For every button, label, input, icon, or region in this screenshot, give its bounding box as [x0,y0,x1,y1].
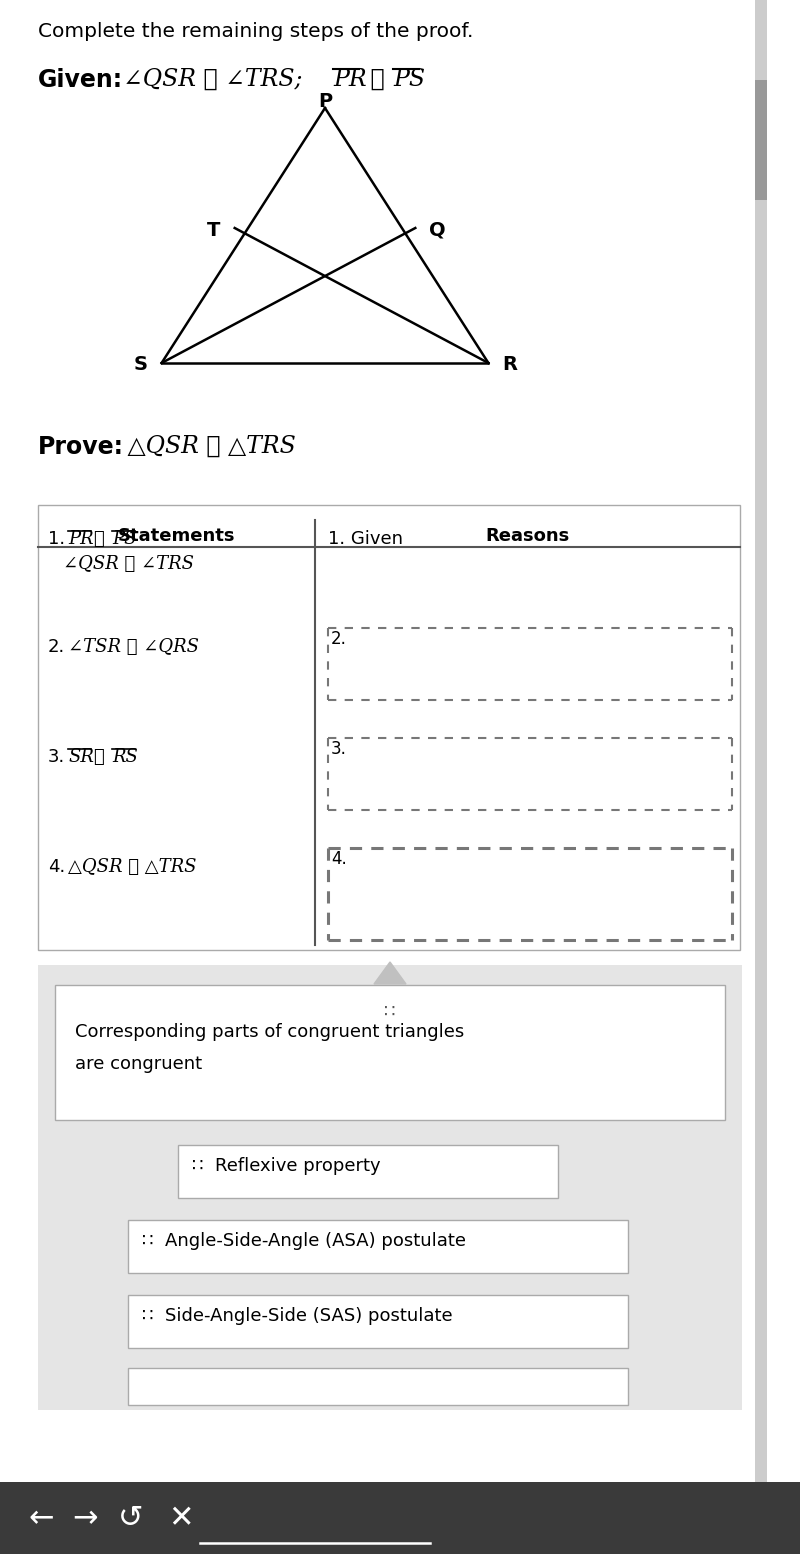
FancyBboxPatch shape [178,1145,558,1198]
Text: 1.: 1. [48,530,65,549]
Text: P: P [318,92,332,110]
Text: Given:: Given: [38,68,123,92]
Text: PR: PR [333,68,366,92]
Polygon shape [374,962,406,984]
Text: PR: PR [68,530,94,549]
FancyBboxPatch shape [55,985,725,1120]
FancyBboxPatch shape [38,965,742,1409]
Text: PS: PS [112,530,137,549]
Text: Prove:: Prove: [38,435,124,458]
FancyBboxPatch shape [128,1220,628,1273]
FancyBboxPatch shape [128,1294,628,1347]
Text: ∷  Angle-Side-Angle (ASA) postulate: ∷ Angle-Side-Angle (ASA) postulate [142,1232,466,1249]
Text: △QSR ≅ △TRS: △QSR ≅ △TRS [120,435,296,458]
Text: are congruent: are congruent [75,1055,202,1072]
Text: 3.: 3. [331,740,347,758]
Text: 4.: 4. [48,858,66,876]
Text: ←: ← [28,1504,54,1532]
Text: Reasons: Reasons [486,527,570,545]
Text: 2.: 2. [48,639,66,656]
Text: ≅: ≅ [93,747,104,766]
Text: ∷  Reflexive property: ∷ Reflexive property [192,1158,381,1175]
Text: 1. Given: 1. Given [328,530,403,549]
FancyBboxPatch shape [0,1483,800,1554]
Text: ≅: ≅ [363,68,392,92]
Text: △QSR ≅ △TRS: △QSR ≅ △TRS [68,858,197,876]
Text: ∷  Side-Angle-Side (SAS) postulate: ∷ Side-Angle-Side (SAS) postulate [142,1307,453,1326]
Text: ∠TSR ≅ ∠QRS: ∠TSR ≅ ∠QRS [68,639,199,656]
Text: PS: PS [393,68,425,92]
FancyBboxPatch shape [0,0,760,1490]
Text: S: S [134,356,147,375]
FancyBboxPatch shape [755,79,767,200]
Text: 3.: 3. [48,747,66,766]
Text: RS: RS [112,747,138,766]
Text: ↺: ↺ [118,1504,143,1532]
Text: →: → [72,1504,98,1532]
FancyBboxPatch shape [128,1368,628,1405]
Text: Corresponding parts of congruent triangles: Corresponding parts of congruent triangl… [75,1023,464,1041]
Text: ∠QSR ≅ ∠TRS: ∠QSR ≅ ∠TRS [63,555,194,573]
Text: T: T [207,221,221,239]
Text: ∷: ∷ [384,1002,396,1021]
Text: Statements: Statements [118,527,235,545]
Text: Q: Q [430,221,446,239]
Text: R: R [502,356,518,375]
Text: 2.: 2. [331,629,347,648]
Text: ✕: ✕ [168,1504,194,1532]
FancyBboxPatch shape [38,505,740,949]
Text: 4.: 4. [331,850,346,869]
Text: SR: SR [68,747,94,766]
Text: ∠QSR ≅ ∠TRS;: ∠QSR ≅ ∠TRS; [123,68,302,92]
Text: ≅: ≅ [93,530,104,549]
FancyBboxPatch shape [755,0,767,1490]
Text: Complete the remaining steps of the proof.: Complete the remaining steps of the proo… [38,22,474,40]
